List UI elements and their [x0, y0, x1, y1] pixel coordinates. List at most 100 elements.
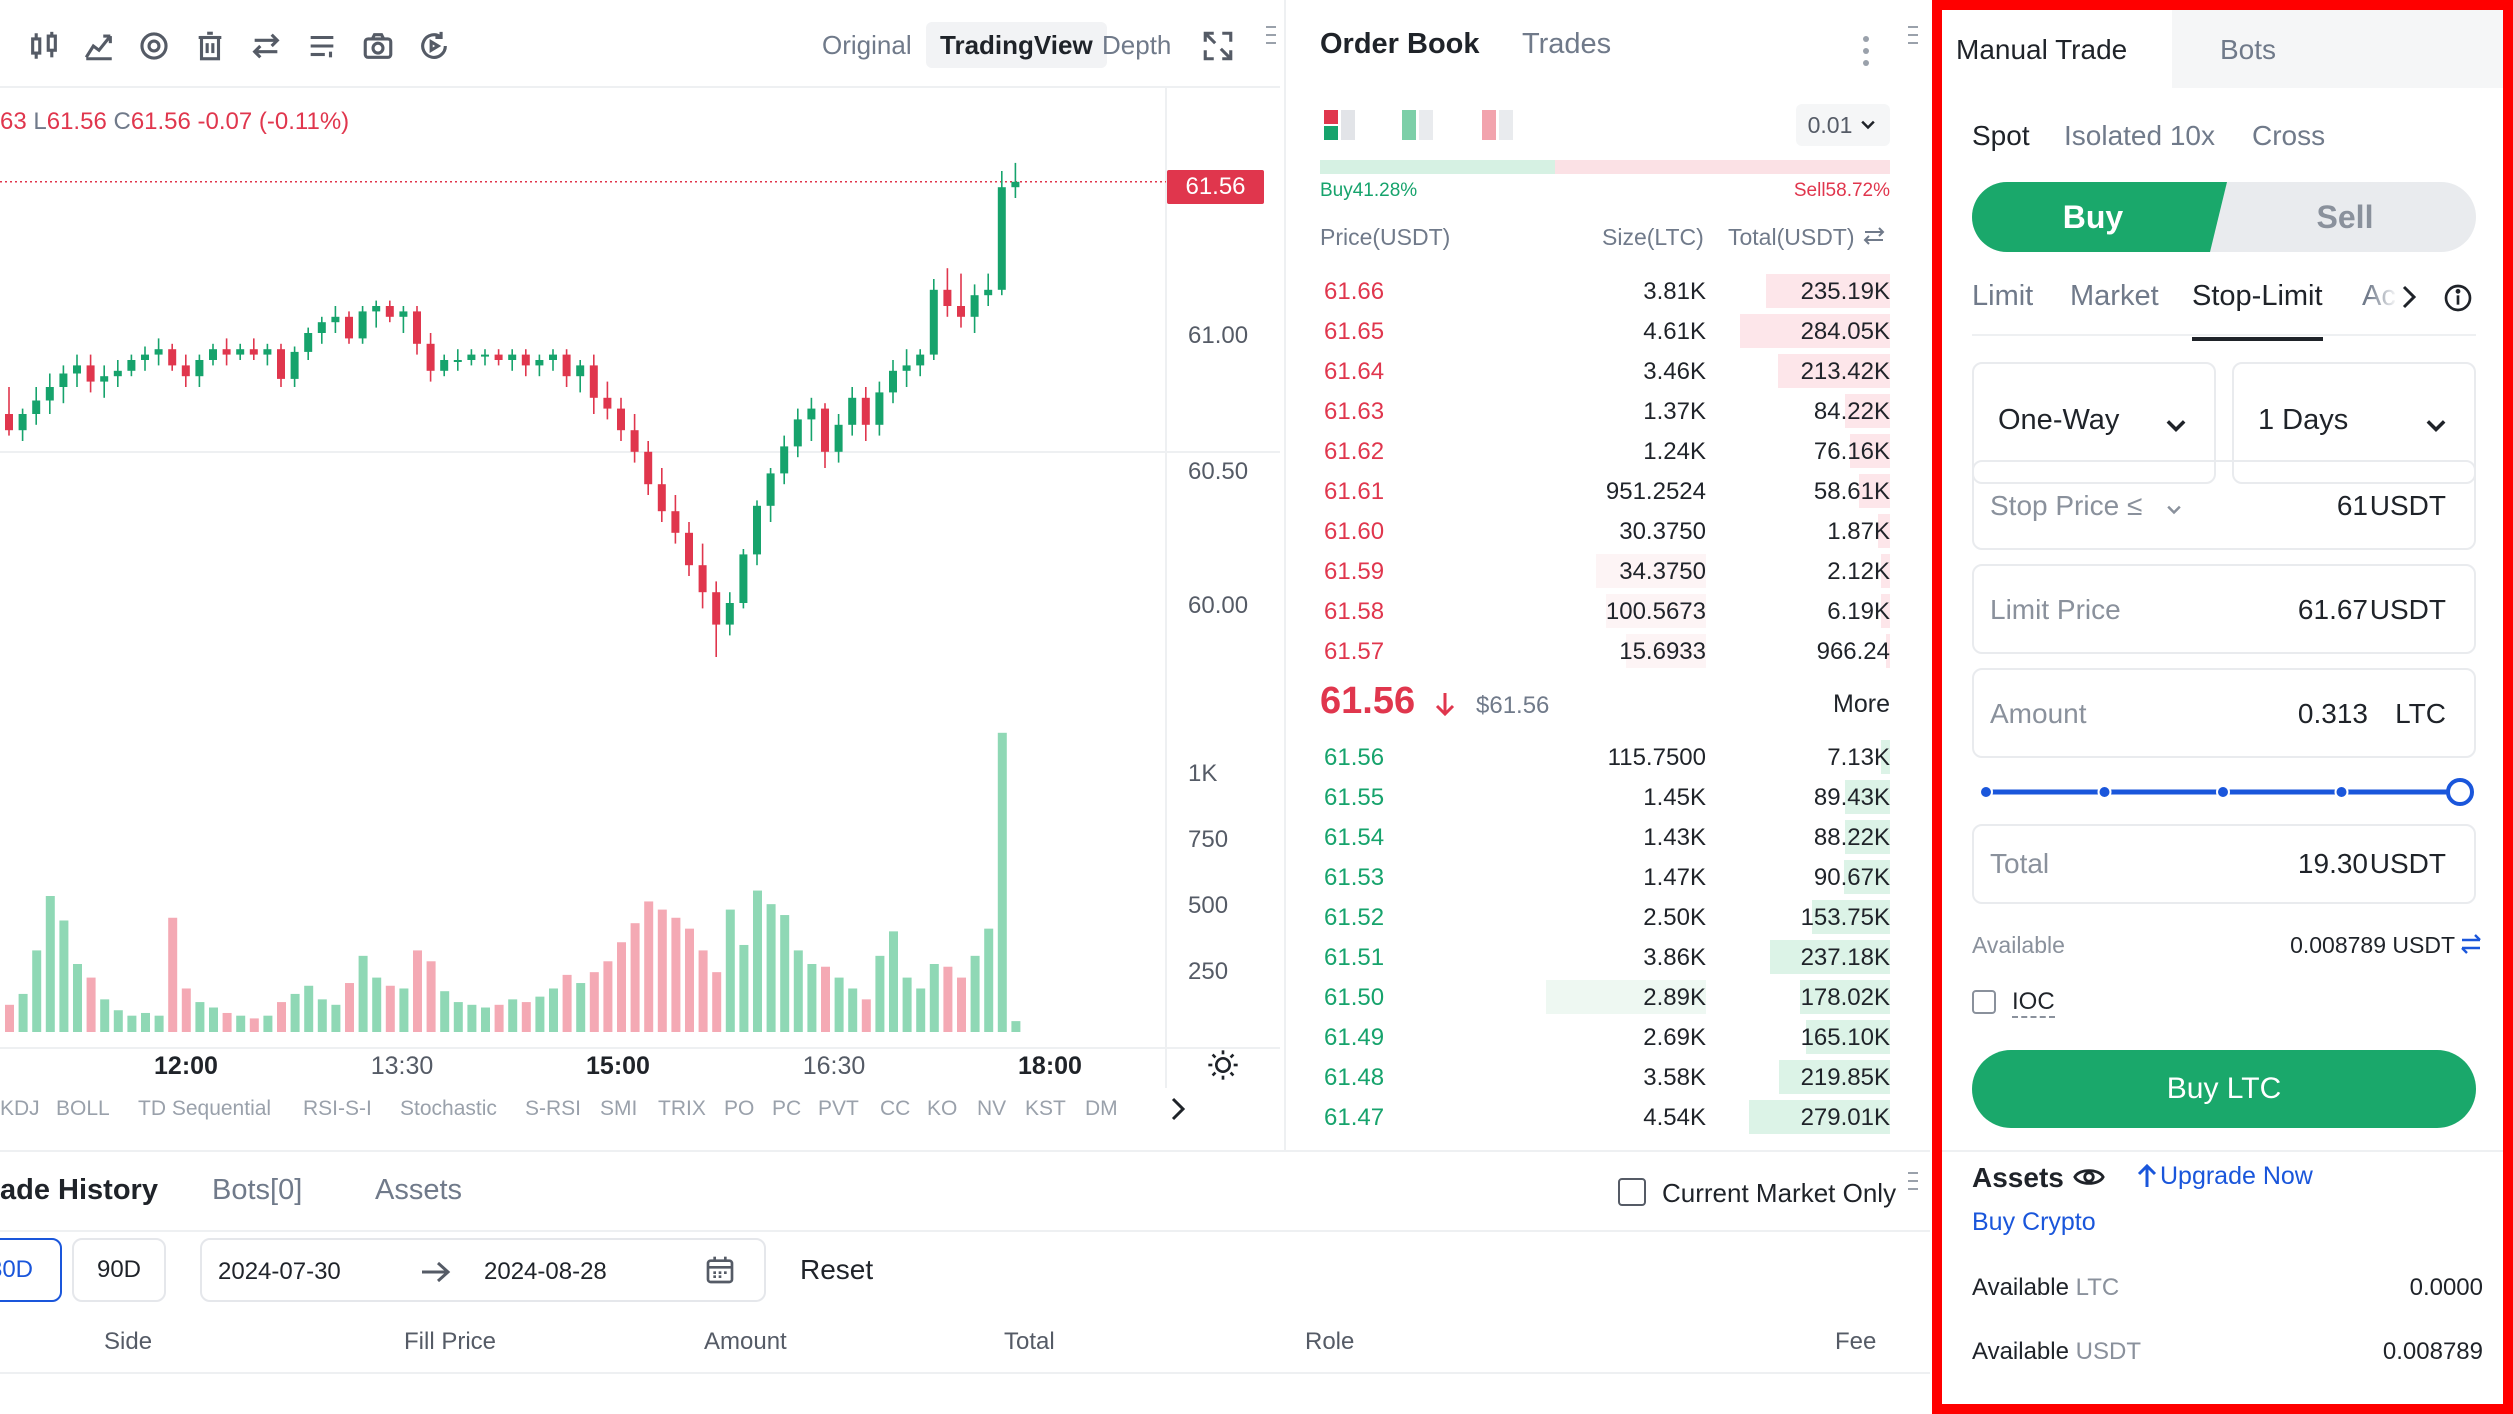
tab-trade-history[interactable]: ade History — [0, 1174, 158, 1206]
limit-price-input[interactable]: 61.67 — [2297, 594, 2368, 625]
info-icon[interactable] — [2442, 282, 2474, 314]
orderbook-row-bid[interactable]: 61.54 1.43K 88.22K — [1320, 816, 1890, 856]
indicator-stochastic[interactable]: Stochastic — [400, 1097, 497, 1120]
transfer-icon[interactable] — [2459, 932, 2483, 956]
view-tab-depth[interactable]: Depth — [1102, 29, 1172, 60]
view-asks-icon[interactable] — [1482, 110, 1516, 140]
orderbook-row-ask[interactable]: 61.58 100.5673 6.19K — [1320, 590, 1890, 630]
precision-select[interactable]: 0.01 — [1796, 104, 1890, 146]
chevron-down-icon[interactable] — [2164, 500, 2184, 520]
indicator-kdj[interactable]: KDJ — [0, 1097, 40, 1120]
amount-input[interactable]: 0.313 — [2297, 698, 2368, 729]
order-type-limit[interactable]: Limit — [1972, 280, 2034, 312]
orderbook-row-ask[interactable]: 61.66 3.81K 235.19K — [1320, 270, 1890, 310]
tab-bots[interactable]: Bots — [2172, 10, 2503, 88]
amount-field[interactable]: Amount 0.313 LTC — [1972, 668, 2476, 758]
tab-assets[interactable]: Assets — [375, 1174, 463, 1206]
mode-isolated[interactable]: Isolated 10x — [2064, 120, 2215, 151]
amount-slider[interactable] — [1972, 774, 2476, 810]
orderbook-row-bid[interactable]: 61.52 2.50K 153.75K — [1320, 896, 1890, 936]
date-range-picker[interactable]: 2024-07-30 2024-08-28 — [200, 1238, 766, 1302]
range-90d-button[interactable]: 90D — [72, 1238, 166, 1302]
indicator-kst[interactable]: KST — [1025, 1097, 1066, 1120]
orderbook-row-ask[interactable]: 61.63 1.37K 84.22K — [1320, 390, 1890, 430]
settings-gear-icon[interactable] — [136, 28, 172, 64]
order-type-stop-limit[interactable]: Stop-Limit — [2192, 280, 2323, 341]
indicator-dm[interactable]: DM — [1085, 1097, 1118, 1120]
ioc-checkbox[interactable] — [1972, 990, 1996, 1014]
orderbook-row-bid[interactable]: 61.53 1.47K 90.67K — [1320, 856, 1890, 896]
orderbook-row-bid[interactable]: 61.48 3.58K 219.85K — [1320, 1056, 1890, 1096]
swap-icon[interactable] — [1862, 224, 1886, 248]
orderbook-row-bid[interactable]: 61.51 3.86K 237.18K — [1320, 936, 1890, 976]
indicator-boll[interactable]: BOLL — [56, 1097, 110, 1120]
candle-type-icon[interactable] — [26, 28, 62, 64]
drag-handle-icon[interactable] — [1266, 24, 1276, 46]
indicator-icon[interactable] — [81, 28, 117, 64]
indicator-pc[interactable]: PC — [772, 1097, 802, 1120]
reset-button[interactable]: Reset — [800, 1254, 874, 1285]
range-30d-button[interactable]: 30D — [0, 1238, 62, 1302]
duration-select[interactable]: 1 Days — [2232, 362, 2476, 484]
drag-handle-icon[interactable] — [1908, 1170, 1918, 1192]
chevron-right-icon[interactable] — [2398, 282, 2420, 312]
indicator-cc[interactable]: CC — [880, 1097, 911, 1120]
buy-crypto-link[interactable]: Buy Crypto — [1972, 1208, 2096, 1236]
mode-spot[interactable]: Spot — [1972, 120, 2030, 151]
orderbook-row-bid[interactable]: 61.50 2.89K 178.02K — [1320, 976, 1890, 1016]
tab-order-book[interactable]: Order Book — [1320, 28, 1480, 60]
indicator-scroll-right-icon[interactable] — [1164, 1092, 1192, 1126]
candlestick-chart[interactable] — [0, 88, 1280, 1088]
indicator-pvt[interactable]: PVT — [818, 1097, 859, 1120]
stop-price-input[interactable]: 61 — [2336, 490, 2368, 521]
list-icon[interactable] — [304, 28, 340, 64]
eye-icon[interactable] — [2072, 1160, 2106, 1194]
current-market-only-checkbox[interactable] — [1618, 1178, 1646, 1206]
more-link[interactable]: More — [1833, 690, 1890, 718]
indicator-s-rsi[interactable]: S-RSI — [525, 1097, 582, 1120]
indicator-smi[interactable]: SMI — [600, 1097, 638, 1120]
view-bids-icon[interactable] — [1402, 110, 1436, 140]
orderbook-row-bid[interactable]: 61.49 2.69K 165.10K — [1320, 1016, 1890, 1056]
drag-handle-icon[interactable] — [1908, 24, 1918, 46]
orderbook-row-ask[interactable]: 61.65 4.61K 284.05K — [1320, 310, 1890, 350]
more-options-icon[interactable] — [1862, 34, 1870, 68]
order-type-market[interactable]: Market — [2070, 280, 2159, 312]
indicator-td-sequential[interactable]: TD Sequential — [138, 1097, 272, 1120]
upgrade-now-link[interactable]: Upgrade Now — [2160, 1162, 2313, 1190]
indicator-ko[interactable]: KO — [927, 1097, 958, 1120]
indicator-nv[interactable]: NV — [977, 1097, 1007, 1120]
tab-trades[interactable]: Trades — [1522, 28, 1612, 60]
fullscreen-icon[interactable] — [1200, 28, 1236, 64]
camera-icon[interactable] — [360, 28, 396, 64]
orderbook-row-ask[interactable]: 61.60 30.3750 1.87K — [1320, 510, 1890, 550]
orderbook-row-bid[interactable]: 61.56 115.7500 7.13K — [1320, 736, 1890, 776]
tab-manual-trade[interactable]: Manual Trade — [1942, 10, 2172, 88]
orderbook-row-bid[interactable]: 61.47 4.54K 279.01K — [1320, 1096, 1890, 1136]
position-mode-select[interactable]: One-Way — [1972, 362, 2216, 484]
sell-tab[interactable]: Sell — [2316, 198, 2374, 235]
orderbook-row-ask[interactable]: 61.64 3.46K 213.42K — [1320, 350, 1890, 390]
indicator-rsi-s-i[interactable]: RSI-S-I — [303, 1097, 372, 1120]
view-both-icon[interactable] — [1324, 110, 1358, 140]
orderbook-row-ask[interactable]: 61.61 951.2524 58.61K — [1320, 470, 1890, 510]
indicator-po[interactable]: PO — [724, 1097, 755, 1120]
tab-bots[interactable]: Bots[0] — [212, 1174, 303, 1206]
orderbook-row-ask[interactable]: 61.62 1.24K 76.16K — [1320, 430, 1890, 470]
orderbook-row-ask[interactable]: 61.59 34.3750 2.12K — [1320, 550, 1890, 590]
buy-ltc-button[interactable]: Buy LTC — [1972, 1050, 2476, 1128]
mode-cross[interactable]: Cross — [2252, 120, 2326, 151]
compare-icon[interactable] — [248, 28, 284, 64]
replay-icon[interactable] — [416, 28, 452, 64]
buy-tab[interactable]: Buy — [2062, 198, 2124, 235]
total-field[interactable]: Total 19.30 USDT — [1972, 824, 2476, 904]
stop-price-field[interactable]: Stop Price ≤ 61 USDT — [1972, 460, 2476, 550]
slider-handle[interactable] — [2446, 778, 2474, 806]
view-tab-tradingview[interactable]: TradingView — [926, 22, 1107, 68]
trash-icon[interactable] — [192, 28, 228, 64]
view-tab-original[interactable]: Original — [822, 29, 912, 60]
chart-settings-sun-icon[interactable] — [1207, 1049, 1239, 1081]
orderbook-row-ask[interactable]: 61.57 15.6933 966.24 — [1320, 630, 1890, 670]
total-input[interactable]: 19.30 — [2297, 848, 2368, 879]
limit-price-field[interactable]: Limit Price 61.67 USDT — [1972, 564, 2476, 654]
